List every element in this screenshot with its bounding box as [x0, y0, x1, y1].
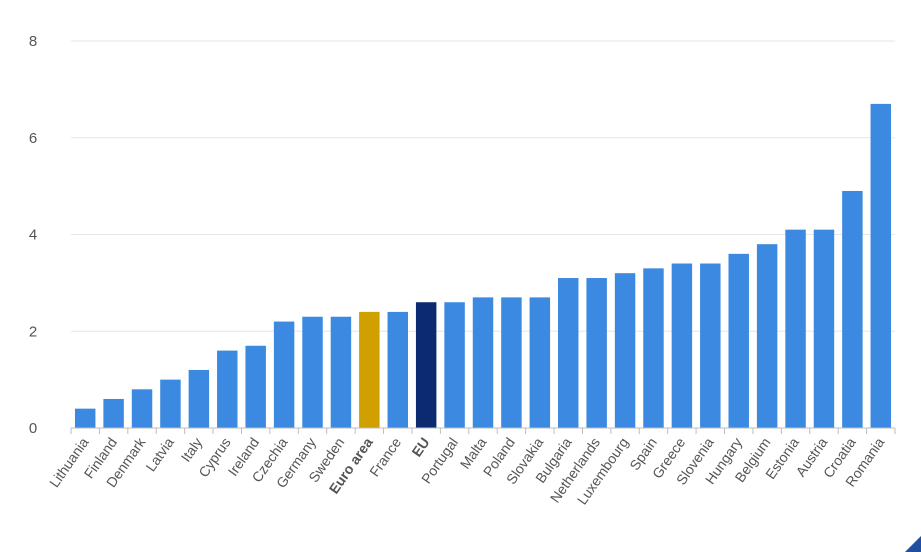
bar-germany — [302, 316, 323, 428]
y-tick-label: 4 — [29, 227, 37, 244]
bar-hungary — [728, 253, 749, 428]
bar-czechia — [273, 321, 295, 428]
x-tick-label: Lithuania — [46, 434, 92, 490]
y-tick-label: 2 — [29, 323, 37, 340]
bar-romania — [870, 103, 892, 428]
bar-estonia — [785, 229, 806, 428]
bar-euro-area — [359, 311, 380, 428]
bar-bulgaria — [558, 278, 579, 428]
x-tick-label: EU — [408, 435, 432, 460]
bar-netherlands — [586, 278, 607, 428]
bar-belgium — [756, 244, 778, 428]
bar-slovenia — [700, 263, 721, 428]
bar-greece — [671, 263, 693, 428]
bar-latvia — [160, 379, 181, 428]
bar-portugal — [444, 302, 465, 428]
bar-finland — [103, 398, 124, 428]
bar-denmark — [131, 389, 153, 428]
bar-poland — [501, 297, 522, 428]
bars — [74, 103, 892, 428]
bar-cyprus — [217, 350, 238, 428]
bar-spain — [643, 268, 664, 428]
bar-croatia — [842, 190, 863, 428]
x-tick-label: Italy — [177, 435, 205, 465]
bar-italy — [188, 369, 210, 428]
corner-marker — [905, 536, 921, 552]
bar-sweden — [330, 316, 352, 428]
bar-ireland — [245, 345, 266, 428]
y-tick-label: 8 — [29, 33, 37, 50]
y-axis-ticks: 0 2 4 6 8 — [29, 33, 37, 437]
bar-austria — [813, 229, 835, 428]
bar-france — [387, 311, 408, 428]
x-tick-label: Latvia — [142, 434, 177, 474]
bar-slovakia — [529, 297, 551, 428]
bar-eu — [415, 302, 437, 428]
bar-luxembourg — [614, 273, 636, 428]
y-tick-label: 6 — [29, 130, 37, 147]
y-tick-label: 0 — [29, 420, 37, 437]
bar-malta — [472, 297, 494, 428]
bar-lithuania — [74, 408, 96, 428]
